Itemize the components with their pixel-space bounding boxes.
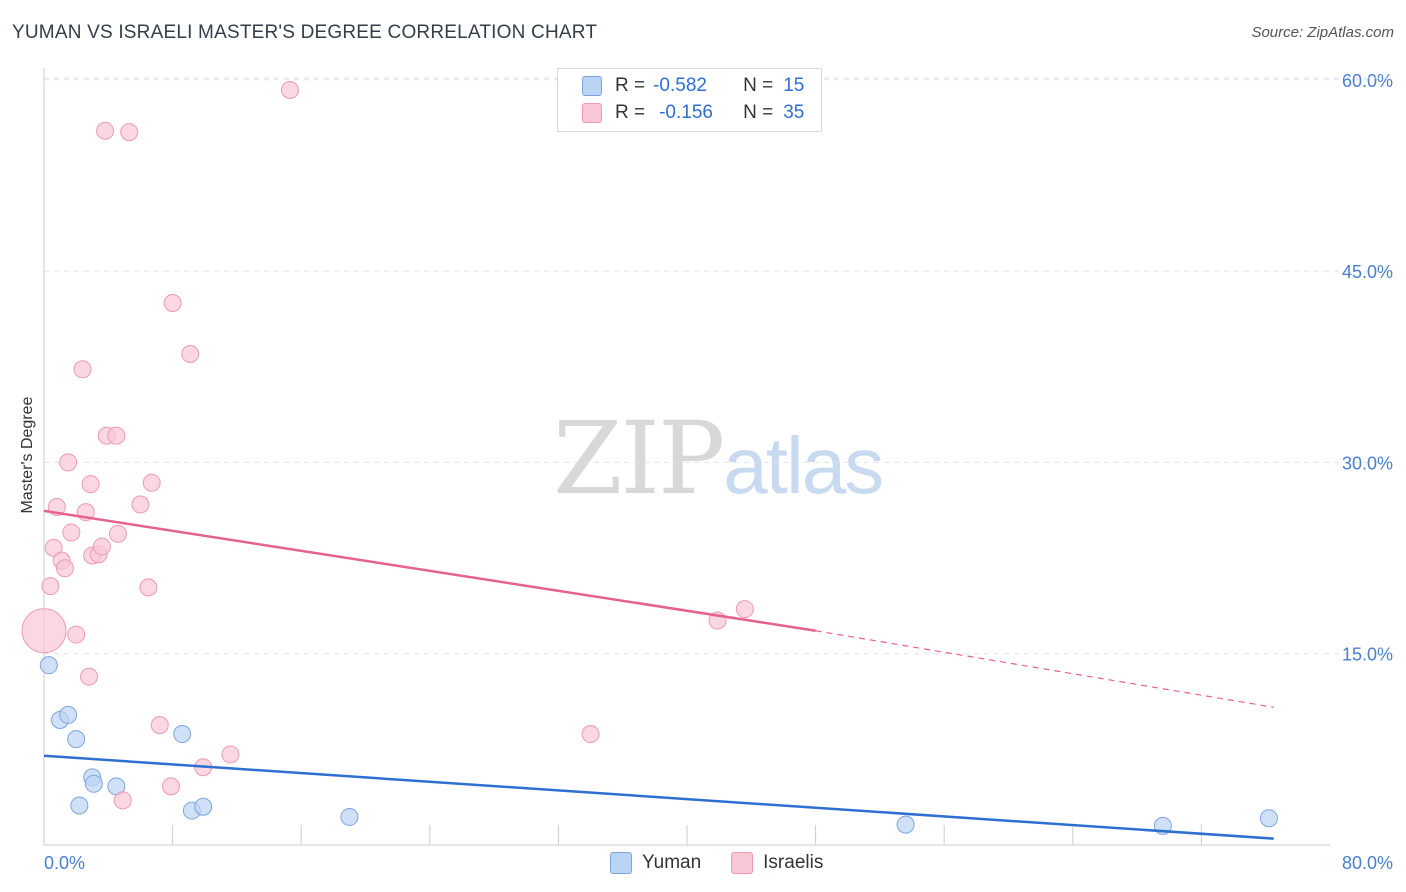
- israeli-point: [59, 453, 78, 472]
- israeli-point: [120, 123, 139, 142]
- chart-title: YUMAN VS ISRAELI MASTER'S DEGREE CORRELA…: [12, 22, 598, 43]
- y-tick-label: 45.0%: [1342, 262, 1393, 282]
- israeli-point: [150, 716, 169, 735]
- legend-yuman-label: Yuman: [642, 852, 702, 873]
- watermark-zip: ZIP: [553, 400, 725, 517]
- legend-yuman-r-label: R =: [615, 75, 646, 96]
- israeli-point: [55, 559, 74, 578]
- legend-yuman-r-value: -0.582: [653, 75, 707, 96]
- yuman-point: [194, 797, 213, 816]
- israeli-point: [62, 523, 81, 542]
- legend-yuman-n-label: N =: [743, 75, 774, 96]
- israeli-point: [163, 293, 182, 312]
- israeli-point: [131, 495, 150, 514]
- israeli-point: [108, 524, 127, 543]
- israeli-point: [139, 578, 158, 597]
- israeli-point: [735, 600, 754, 619]
- yuman-swatch: [582, 76, 602, 96]
- israeli-point: [81, 475, 100, 494]
- israeli-point: [80, 667, 99, 686]
- israeli-point: [107, 426, 126, 445]
- legend-item-yuman[interactable]: Yuman: [610, 852, 701, 874]
- source-label: Source: ZipAtlas.com: [1251, 24, 1394, 41]
- y-tick-label: 60.0%: [1342, 71, 1393, 91]
- israeli-point: [44, 538, 63, 557]
- yuman-point: [67, 730, 86, 749]
- legend-israelis-n-value: 35: [783, 102, 805, 123]
- y-tick-label: 15.0%: [1342, 645, 1393, 665]
- israeli-trend-extension: [815, 630, 1274, 708]
- israeli-point: [142, 473, 161, 492]
- x-tick-label: 80.0%: [1342, 853, 1393, 873]
- israeli-point: [181, 344, 200, 363]
- israeli-point: [280, 81, 299, 100]
- y-tick-label: 30.0%: [1342, 453, 1393, 473]
- israelis-swatch: [582, 103, 602, 123]
- yuman-point: [340, 807, 359, 826]
- yuman-point: [896, 815, 915, 834]
- israeli-point: [581, 725, 600, 744]
- x-tick-label: 0.0%: [44, 853, 85, 873]
- yuman-legend-swatch: [610, 852, 632, 874]
- israeli-trend-line: [43, 509, 816, 632]
- israeli-point: [113, 791, 132, 810]
- legend-yuman-n-value: 15: [783, 75, 805, 96]
- israeli-point: [21, 608, 67, 654]
- yuman-point: [1259, 809, 1278, 828]
- israeli-point: [92, 537, 111, 556]
- yuman-point: [84, 774, 103, 793]
- israeli-point: [41, 577, 60, 596]
- israelis-legend-swatch: [731, 852, 754, 874]
- legend-israelis-r-label: R =: [615, 102, 646, 123]
- legend-israelis-n-label: N =: [743, 102, 774, 123]
- yuman-point: [70, 796, 89, 815]
- yuman-trend-line: [43, 754, 1274, 840]
- yuman-point: [39, 656, 58, 675]
- legend-item-israelis[interactable]: Israelis: [731, 852, 823, 874]
- legend-israelis-r-value: -0.156: [659, 102, 713, 123]
- watermark-atlas: atlas: [723, 421, 884, 510]
- legend-row-yuman: R = -0.582 N = 15: [582, 74, 804, 98]
- series-legend: Yuman Israelis: [610, 852, 853, 874]
- israeli-point: [73, 360, 92, 379]
- israeli-point: [161, 777, 180, 796]
- stats-legend: R = -0.582 N = 15 R = -0.156 N = 35: [557, 68, 822, 132]
- legend-israelis-label: Israelis: [763, 852, 824, 873]
- israeli-point: [221, 745, 240, 764]
- yuman-point: [59, 705, 78, 724]
- yuman-point: [173, 725, 192, 744]
- legend-row-israelis: R = -0.156 N = 35: [582, 101, 804, 125]
- israeli-point: [67, 625, 86, 644]
- watermark: ZIPatlas: [553, 400, 884, 517]
- israeli-point: [96, 121, 115, 140]
